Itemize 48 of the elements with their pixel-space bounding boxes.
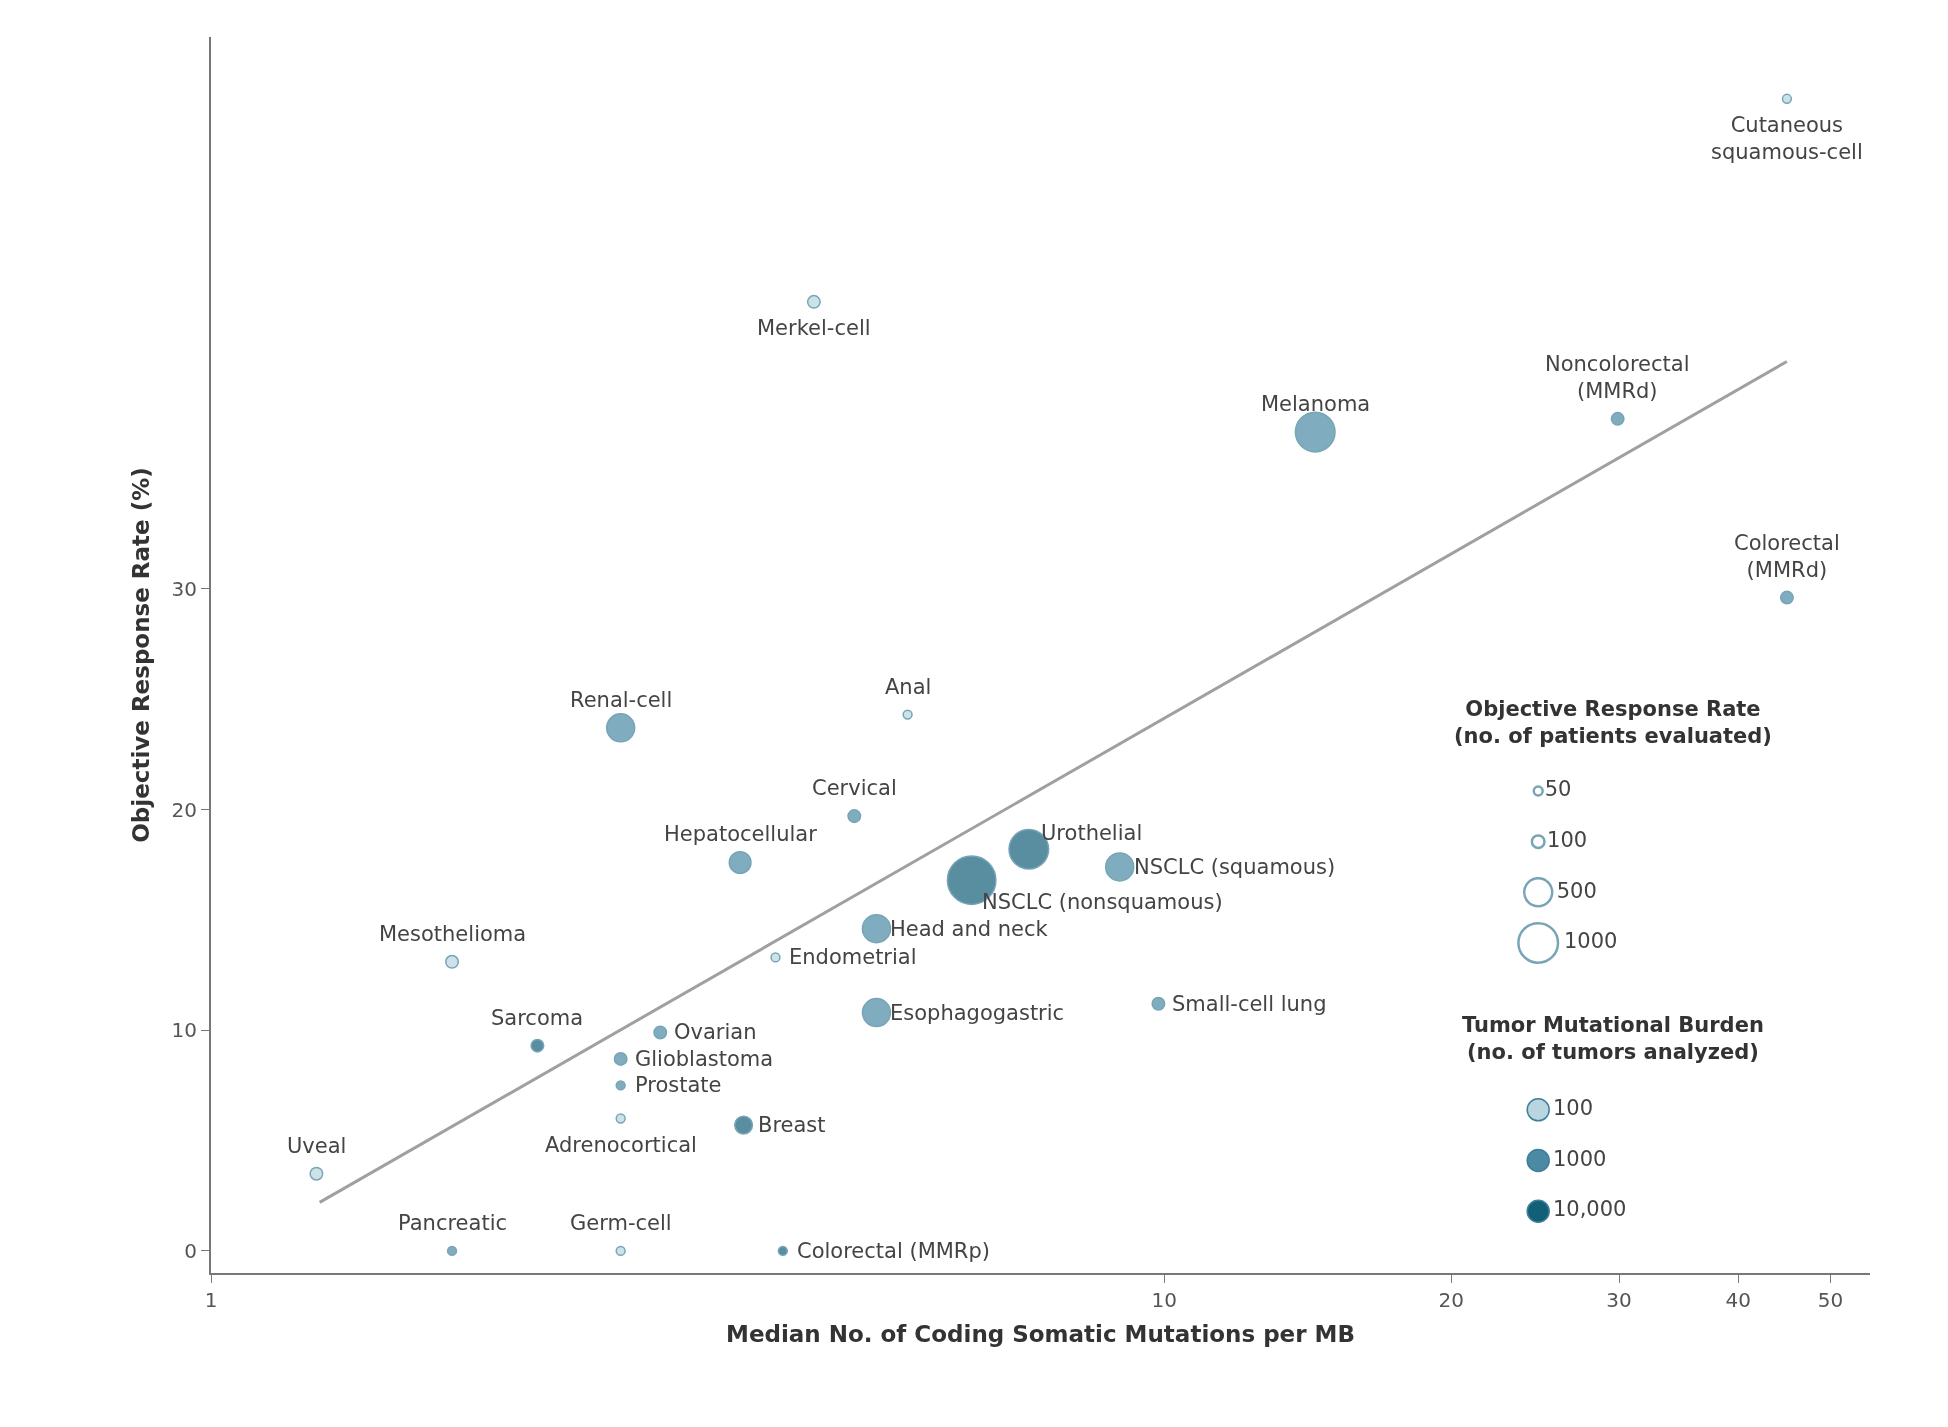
x-tick-label: 30 [1606, 1288, 1632, 1312]
legend-label: 10,000 [1552, 1197, 1627, 1222]
y-tick-label: 0 [184, 1238, 197, 1263]
annotation: Endometrial [789, 945, 917, 969]
legend-label: 1000 [1563, 929, 1618, 954]
annotation: Breast [758, 1113, 826, 1137]
y-axis-title: Objective Response Rate (%) [128, 467, 155, 843]
annotation: Melanoma [1261, 392, 1371, 416]
legend-label: 50 [1544, 777, 1572, 802]
annotation: Hepatocellular [664, 822, 818, 846]
annotation: Cervical [812, 776, 897, 800]
legend-label: 1000 [1552, 1146, 1607, 1171]
x-axis-title: Median No. of Coding Somatic Mutations per MB [726, 1321, 1355, 1348]
x-tick-label: 1 [204, 1288, 218, 1312]
annotation: Merkel-cell [757, 316, 871, 340]
x-tick-label: 40 [1725, 1288, 1751, 1312]
annotation: NSCLC (squamous) [1134, 855, 1336, 879]
annotation: Glioblastoma [635, 1047, 774, 1071]
annotation: Pancreatic [398, 1211, 508, 1235]
legend-label: 100 [1552, 1096, 1594, 1121]
annotation: Urothelial [1041, 821, 1143, 845]
annotation: Head and neck [890, 917, 1049, 941]
x-tick-label: 20 [1438, 1288, 1464, 1312]
annotation: Colorectal (MMRp) [797, 1239, 990, 1263]
annotation: Adrenocortical [545, 1133, 697, 1157]
annotation: Sarcoma [491, 1006, 584, 1030]
annotation: Objective Response Rate (no. of patients evaluated) [1454, 697, 1772, 749]
annotation: Mesothelioma [379, 922, 527, 946]
y-tick-label: 20 [171, 797, 197, 822]
annotation: Ovarian [674, 1020, 757, 1044]
annotation: NSCLC (nonsquamous) [982, 890, 1223, 914]
annotation: Anal [885, 675, 932, 699]
annotation: Noncolorectal (MMRd) [1545, 352, 1690, 404]
annotation: Colorectal (MMRd) [1734, 531, 1840, 583]
legend-label: 500 [1556, 878, 1597, 903]
annotation: Small-cell lung [1172, 992, 1327, 1016]
x-tick-label: 10 [1151, 1288, 1177, 1312]
x-tick-label: 50 [1817, 1288, 1844, 1312]
y-tick-label: 10 [171, 1018, 197, 1043]
annotation: Cutaneous squamous-cell [1711, 113, 1863, 165]
annotation: Renal-cell [570, 688, 673, 712]
annotation: Prostate [635, 1073, 722, 1097]
annotation: Germ-cell [570, 1211, 672, 1235]
legend-label: 100 [1547, 827, 1588, 852]
annotation: Esophagogastric [890, 1001, 1065, 1025]
legend-title: Tumor Mutational Burden (no. of tumors analyzed) [1462, 1013, 1764, 1065]
y-tick-label: 30 [171, 576, 197, 601]
annotation: Uveal [287, 1134, 347, 1158]
